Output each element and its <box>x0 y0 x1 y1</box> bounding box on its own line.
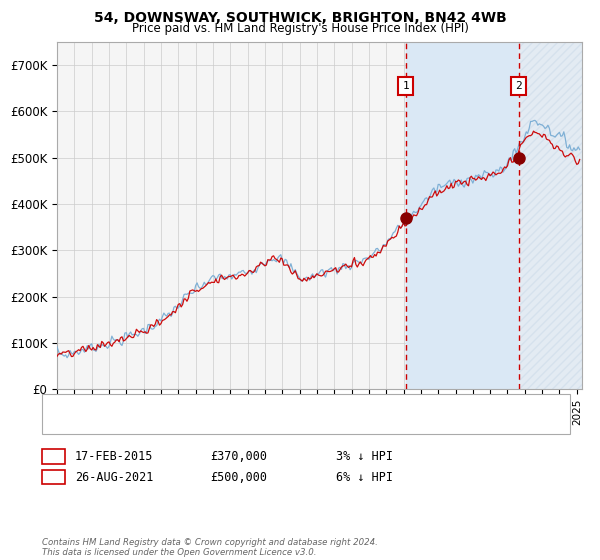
Bar <box>406 42 519 389</box>
Text: 2: 2 <box>50 470 57 484</box>
Text: 54, DOWNSWAY, SOUTHWICK, BRIGHTON, BN42 4WB: 54, DOWNSWAY, SOUTHWICK, BRIGHTON, BN42 … <box>94 11 506 25</box>
Text: 3% ↓ HPI: 3% ↓ HPI <box>336 450 393 463</box>
Text: 54, DOWNSWAY, SOUTHWICK, BRIGHTON, BN42 4WB (detached house): 54, DOWNSWAY, SOUTHWICK, BRIGHTON, BN42 … <box>81 400 453 410</box>
Text: HPI: Average price, detached house, Adur: HPI: Average price, detached house, Adur <box>81 419 299 429</box>
Text: 1: 1 <box>402 81 409 91</box>
Text: 1: 1 <box>50 450 57 463</box>
Text: 17-FEB-2015: 17-FEB-2015 <box>75 450 154 463</box>
Text: 2: 2 <box>515 81 522 91</box>
Text: £500,000: £500,000 <box>210 470 267 484</box>
Text: Price paid vs. HM Land Registry's House Price Index (HPI): Price paid vs. HM Land Registry's House … <box>131 22 469 35</box>
Text: 6% ↓ HPI: 6% ↓ HPI <box>336 470 393 484</box>
Text: 26-AUG-2021: 26-AUG-2021 <box>75 470 154 484</box>
Text: £370,000: £370,000 <box>210 450 267 463</box>
Bar <box>519 42 582 389</box>
Text: ——: —— <box>51 417 79 431</box>
Text: ——: —— <box>51 398 79 412</box>
Bar <box>519 42 582 389</box>
Text: Contains HM Land Registry data © Crown copyright and database right 2024.
This d: Contains HM Land Registry data © Crown c… <box>42 538 378 557</box>
